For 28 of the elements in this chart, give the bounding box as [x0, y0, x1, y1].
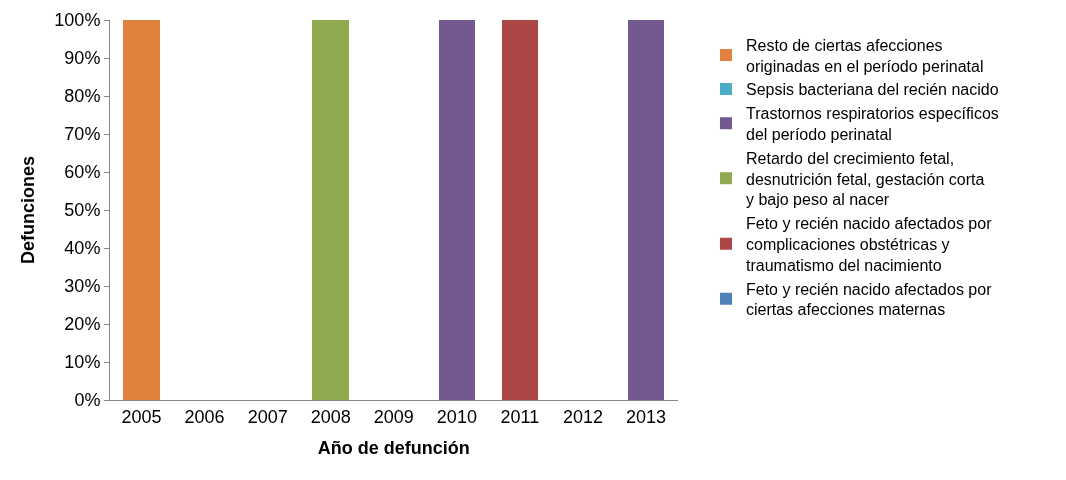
legend-label: Retardo del crecimiento fetal, desnutrición fetal, gestación corta y bajo peso al nacer: [745, 149, 985, 209]
y-axis-title: Defunciones: [17, 155, 38, 265]
y-tick-label: 20%: [64, 314, 101, 335]
x-tick-label: 2007: [247, 406, 288, 427]
y-tick-label: 30%: [64, 276, 101, 297]
legend-label: Sepsis bacteriana del recién nacido: [745, 81, 999, 99]
legend-label: Feto y recién nacido afectados por ciertas afecciones maternas: [745, 280, 993, 319]
y-tick-label: 60%: [64, 162, 101, 183]
legend-label: Feto y recién nacido afectados por complicaciones obstétricas y traumatismo del nacimiento: [745, 215, 993, 274]
legend-label: Trastornos respiratorios específicos del período perinatal: [745, 105, 999, 143]
x-tick-label: 2013: [626, 406, 667, 427]
y-tick-label: 90%: [64, 48, 101, 69]
x-tick-label: 2011: [500, 406, 540, 427]
y-tick-label: 100%: [54, 10, 101, 31]
x-axis-title: Año de defunción: [317, 437, 470, 458]
y-tick-label: 40%: [64, 238, 101, 259]
x-tick-label: 2008: [310, 406, 351, 427]
x-tick-label: 2006: [184, 406, 225, 427]
y-tick-label: 10%: [64, 352, 101, 373]
legend-label: Resto de ciertas afecciones originadas en el período perinatal: [745, 36, 984, 75]
y-tick-label: 50%: [64, 200, 101, 221]
x-tick-label: 2010: [436, 406, 477, 427]
x-tick-label: 2005: [121, 406, 162, 427]
y-tick-label: 0%: [74, 390, 101, 411]
y-tick-label: 80%: [64, 86, 101, 107]
x-tick-label: 2009: [373, 406, 414, 427]
x-tick-label: 2012: [562, 406, 604, 427]
y-tick-label: 70%: [64, 124, 101, 145]
